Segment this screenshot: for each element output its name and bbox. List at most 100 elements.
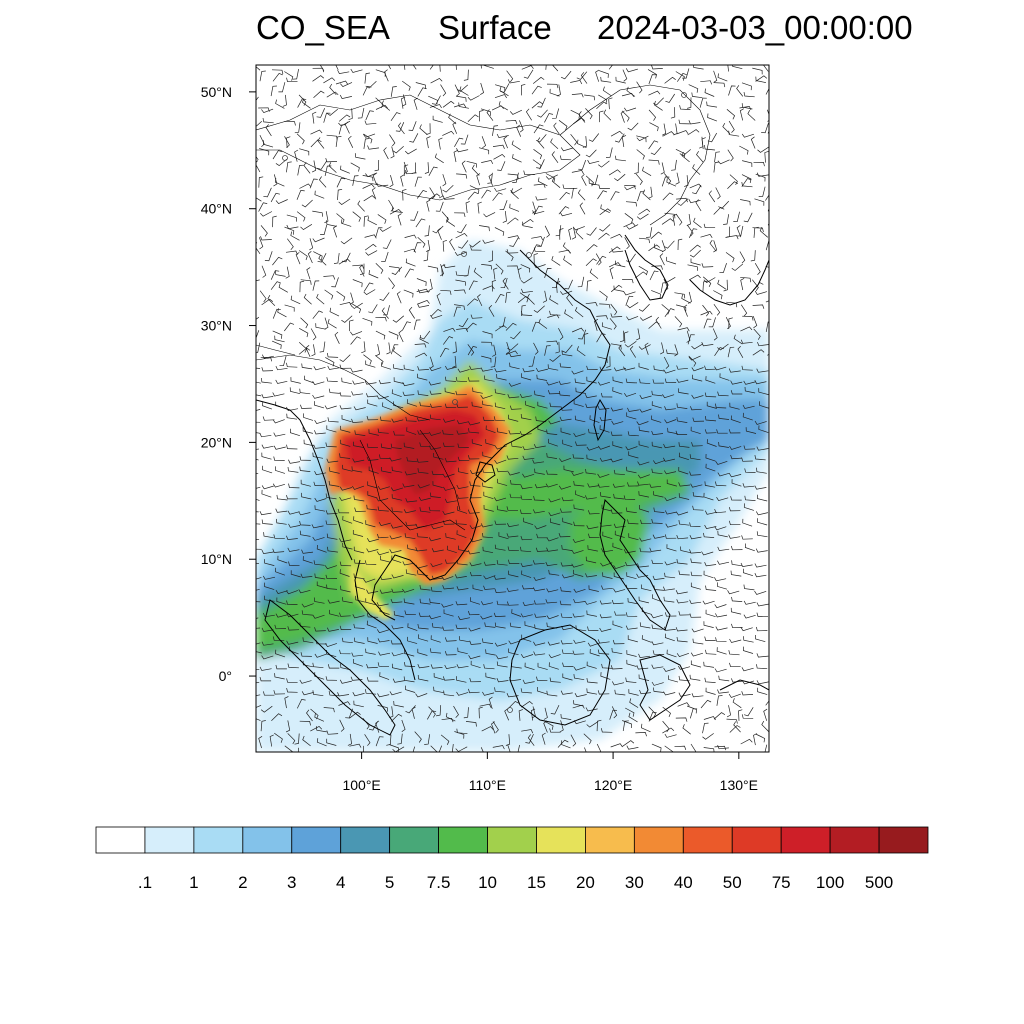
wind-barb	[493, 497, 507, 502]
wind-barb	[535, 196, 548, 201]
wind-barb	[272, 215, 277, 228]
wind-barb	[756, 172, 769, 177]
wind-barb	[417, 390, 429, 396]
wind-barb	[262, 465, 273, 474]
wind-barb	[480, 108, 491, 116]
wind-barb	[544, 345, 551, 356]
wind-barb	[480, 523, 493, 528]
wind-barb	[595, 69, 600, 82]
wind-barb	[649, 483, 662, 488]
wind-barb	[733, 211, 740, 222]
wind-barb	[537, 177, 548, 187]
wind-barb	[301, 603, 314, 608]
wind-barb	[740, 326, 753, 332]
wind-barb	[467, 550, 480, 555]
wind-barb	[637, 481, 649, 486]
wind-barb	[546, 470, 558, 475]
wind-barb	[692, 638, 704, 645]
wind-barb	[403, 598, 415, 605]
coastline-borneo	[509, 624, 611, 726]
wind-barb	[689, 522, 701, 527]
wind-barb	[532, 587, 545, 592]
wind-barb	[427, 265, 439, 273]
coastline-newguinea	[719, 679, 769, 691]
wind-barb	[546, 622, 558, 629]
wind-barb	[690, 743, 697, 752]
wind-barb	[754, 455, 766, 461]
wind-barb	[388, 65, 392, 70]
wind-barb	[644, 342, 649, 355]
wind-barb	[351, 302, 363, 309]
wind-barb	[624, 184, 636, 190]
wind-barb	[663, 240, 675, 249]
wind-barb	[509, 109, 523, 115]
wind-barb	[572, 704, 585, 709]
wind-barb	[563, 465, 574, 473]
wind-barb	[676, 416, 688, 423]
wind-barb	[533, 124, 544, 134]
wind-barb	[717, 530, 728, 538]
wind-barb	[559, 228, 564, 240]
wind-barb	[664, 76, 676, 84]
wind-barb	[402, 561, 415, 566]
wind-barb	[338, 701, 351, 706]
wind-barb	[305, 345, 311, 358]
wind-barb	[469, 525, 482, 530]
wind-barb	[454, 212, 466, 217]
wind-barb	[328, 691, 340, 697]
wind-barb	[494, 187, 507, 192]
wind-barb	[713, 206, 725, 215]
wind-barb	[678, 119, 690, 125]
wind-barb	[502, 211, 507, 223]
wind-barb	[289, 387, 301, 395]
wind-barb	[584, 747, 587, 752]
wind-barb	[314, 505, 326, 512]
wind-barb	[350, 368, 363, 373]
wind-barb	[470, 538, 483, 543]
wind-barb	[706, 101, 718, 108]
wind-barb	[345, 708, 353, 719]
wind-barb	[639, 504, 650, 513]
wind-barb	[664, 561, 677, 566]
wind-barb	[696, 151, 704, 163]
wind-barb	[706, 401, 717, 409]
wind-barb	[613, 367, 626, 372]
wind-barb	[560, 640, 573, 645]
wind-barb	[736, 225, 742, 238]
wind-barb	[563, 255, 572, 266]
wind-barb	[445, 533, 456, 540]
wind-barb	[353, 406, 366, 411]
wind-barb	[403, 509, 416, 514]
wind-barb	[452, 355, 457, 368]
wind-barb	[648, 140, 659, 150]
wind-barb	[495, 655, 509, 660]
wind-barb	[626, 650, 637, 657]
wind-barb	[417, 373, 428, 381]
wind-barb	[483, 575, 496, 580]
wind-barb	[351, 418, 363, 423]
wind-barb	[497, 161, 506, 171]
wind-barb	[547, 364, 559, 371]
wind-barb	[312, 662, 324, 669]
wind-barb	[259, 290, 267, 303]
wind-barb	[730, 454, 742, 460]
wind-barb	[481, 159, 494, 165]
wind-barb	[573, 700, 584, 707]
wind-barb	[601, 585, 613, 590]
wind-barb	[714, 151, 720, 163]
wind-barb	[731, 263, 744, 271]
wind-barb	[382, 239, 392, 249]
wind-barb	[482, 691, 495, 696]
wind-barb	[404, 169, 417, 175]
wind-barb	[506, 533, 519, 538]
wind-barb	[431, 548, 444, 553]
wind-barb	[386, 342, 391, 355]
wind-barb	[692, 505, 704, 511]
wind-barb	[571, 563, 584, 568]
wind-barb	[716, 647, 727, 655]
wind-barb	[743, 614, 756, 619]
wind-barb	[286, 640, 299, 645]
wind-barb	[456, 84, 469, 92]
wind-barb	[354, 430, 366, 436]
wind-barb	[507, 471, 520, 476]
